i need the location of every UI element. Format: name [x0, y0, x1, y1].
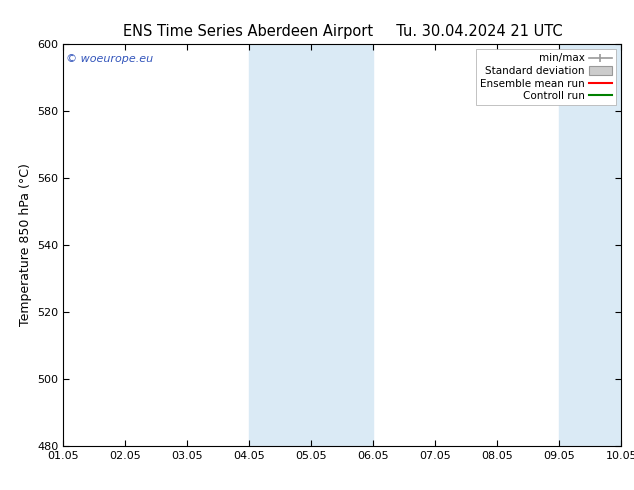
Bar	[249, 44, 373, 446]
Bar	[559, 44, 634, 446]
Text: © woeurope.eu: © woeurope.eu	[66, 54, 153, 64]
Title: ENS Time Series Aberdeen Airport     Tu. 30.04.2024 21 UTC: ENS Time Series Aberdeen Airport Tu. 30.…	[122, 24, 562, 39]
Legend: min/max, Standard deviation, Ensemble mean run, Controll run: min/max, Standard deviation, Ensemble me…	[476, 49, 616, 105]
Y-axis label: Temperature 850 hPa (°C): Temperature 850 hPa (°C)	[19, 164, 32, 326]
